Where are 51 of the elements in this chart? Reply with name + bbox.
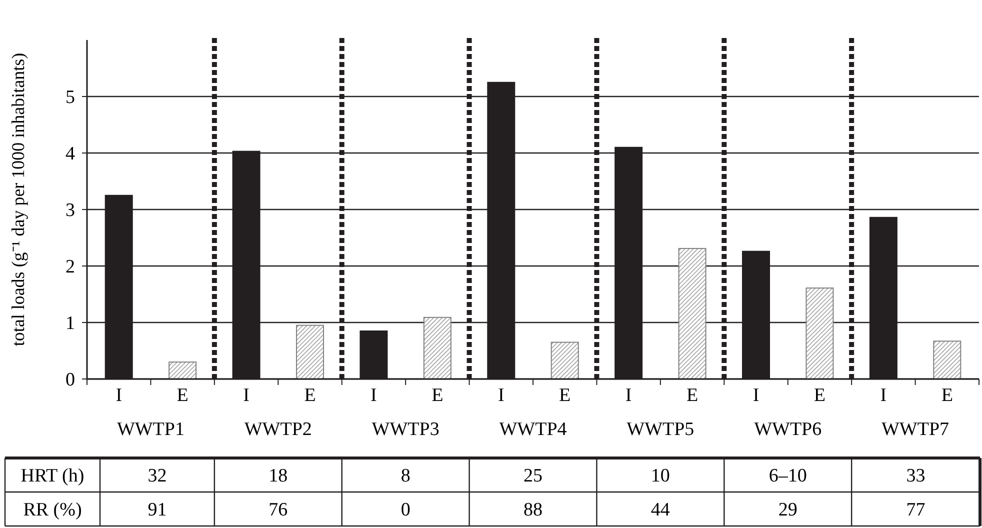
text: E <box>686 385 698 406</box>
x-tick-label: WWTP3 <box>372 419 440 440</box>
bar <box>550 342 579 380</box>
bar <box>678 248 706 380</box>
text: 8 <box>400 466 410 487</box>
text: 32 <box>148 466 167 487</box>
text: E <box>814 385 826 406</box>
text: 29 <box>778 500 798 521</box>
bar <box>933 340 962 380</box>
y-tick-label: 0 <box>66 370 75 391</box>
text: 44 <box>650 500 670 521</box>
series-label: I <box>116 385 122 406</box>
text: 91 <box>148 500 167 521</box>
x-tick-label: WWTP5 <box>626 419 694 440</box>
text: I <box>370 385 377 406</box>
y-tick-label: 4 <box>66 144 76 165</box>
x-tick-label: WWTP7 <box>882 419 950 440</box>
text: 18 <box>268 466 288 487</box>
text: E <box>559 385 571 406</box>
text: I <box>880 385 887 406</box>
text: 88 <box>524 500 542 521</box>
text: 25 <box>524 466 542 487</box>
text: I <box>498 385 504 406</box>
bar <box>423 316 452 380</box>
text: 10 <box>650 466 670 487</box>
x-tick-label: WWTP6 <box>754 419 822 440</box>
text: 77 <box>906 500 926 521</box>
y-tick-label: 2 <box>66 256 75 278</box>
text: I <box>625 385 632 406</box>
text: 6–10 <box>768 466 807 487</box>
text: 76 <box>268 500 288 521</box>
x-tick-label: WWTP2 <box>244 419 312 440</box>
x-tick-label: WWTP1 <box>116 419 184 440</box>
text: RR (%) <box>23 500 82 521</box>
text: 33 <box>906 466 926 487</box>
text: E <box>304 385 316 406</box>
text: E <box>941 385 953 406</box>
y-tick-label: 1 <box>66 313 75 334</box>
text: 0 <box>400 500 410 521</box>
text: I <box>752 385 760 406</box>
y-tick-label: 5 <box>66 87 75 108</box>
y-axis-title: total loads (g⁻¹ day per 1000 inhabitants) <box>8 52 28 346</box>
series-label: E <box>176 385 188 406</box>
y-tick-label: 3 <box>66 200 75 222</box>
bar <box>296 324 324 380</box>
x-tick-label: WWTP4 <box>499 419 568 440</box>
text: E <box>432 385 444 406</box>
text: HRT (h) <box>20 466 84 487</box>
bar <box>168 362 197 380</box>
text: I <box>243 385 250 406</box>
bar <box>806 288 834 380</box>
